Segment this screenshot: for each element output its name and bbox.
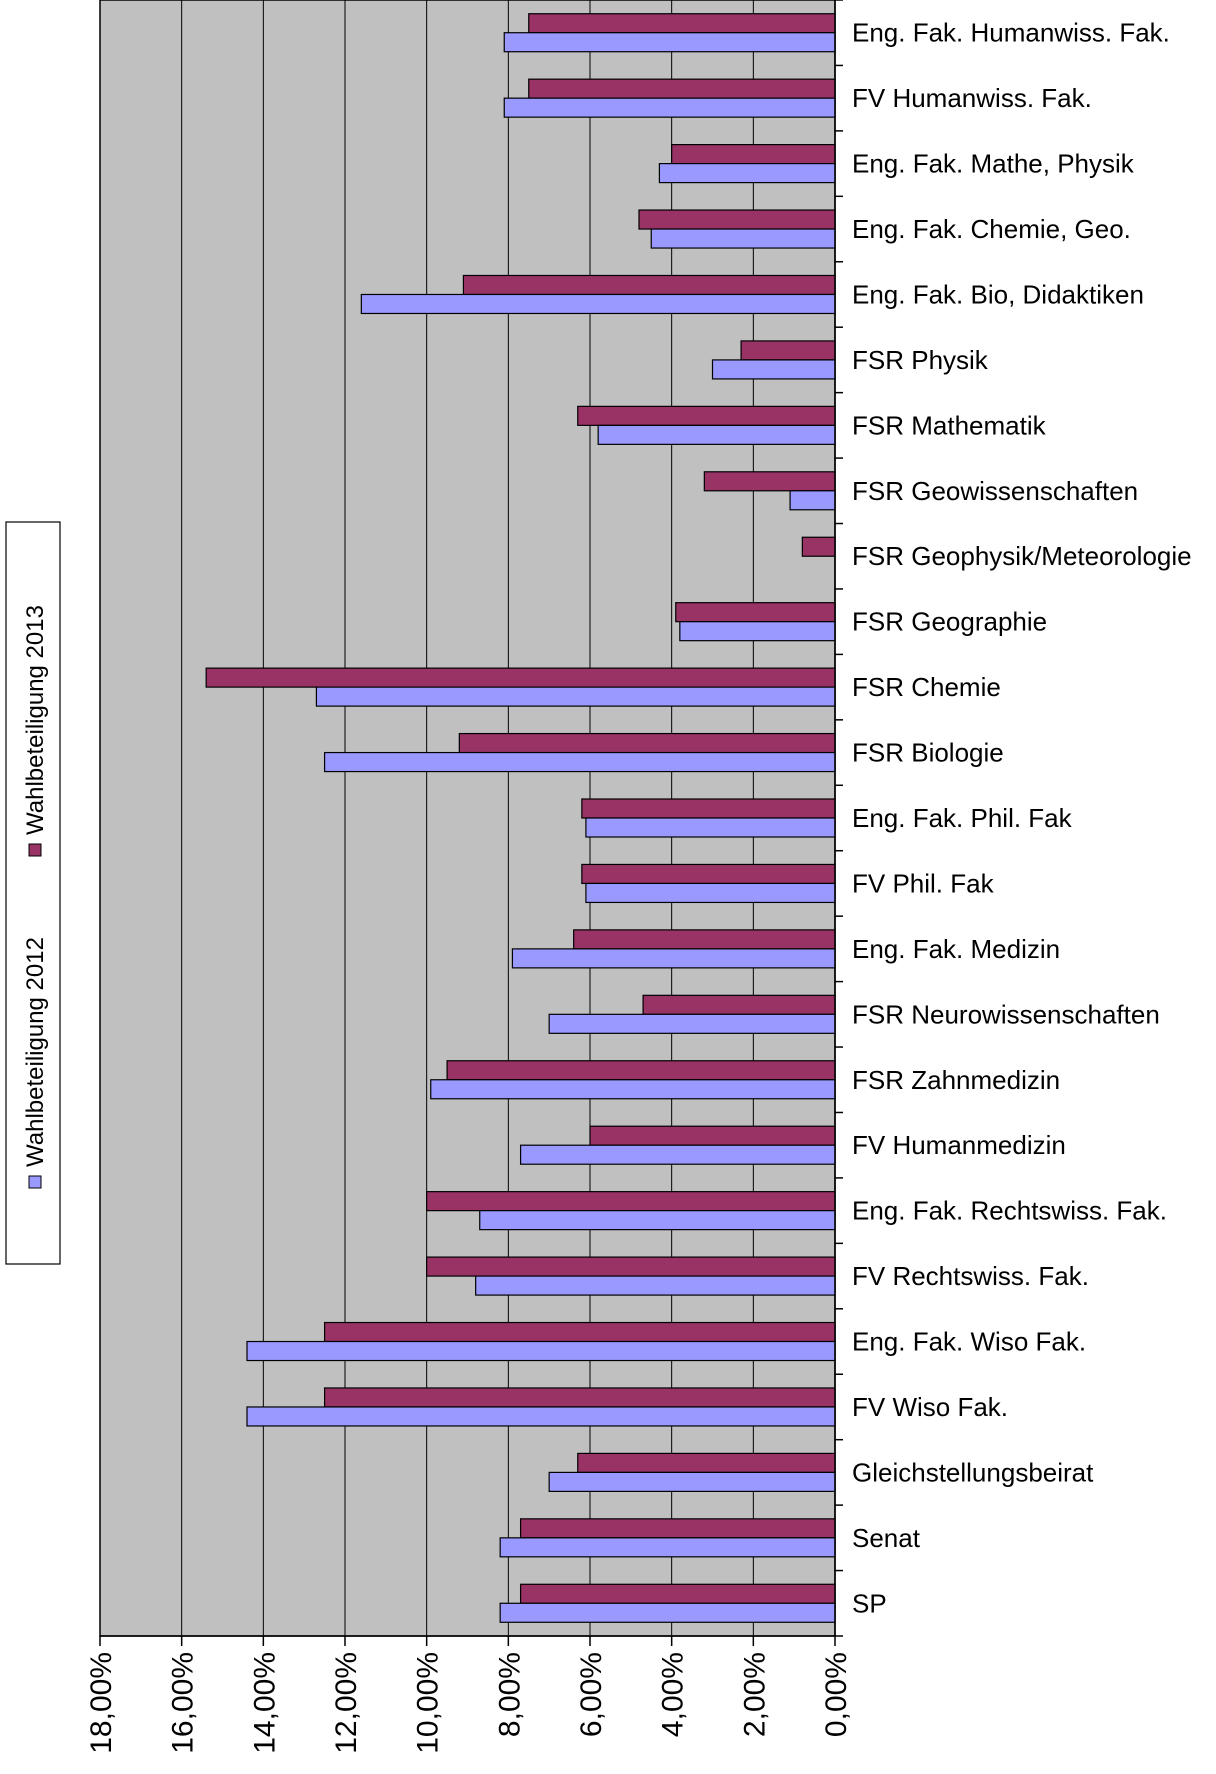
bar-2013 xyxy=(740,340,836,361)
bar-2013 xyxy=(638,209,836,230)
bar-2013 xyxy=(426,1256,836,1277)
category-label: Eng. Fak. Rechtswiss. Fak. xyxy=(852,1196,1167,1226)
bar-2013 xyxy=(573,929,836,950)
bar-2013 xyxy=(446,1060,836,1081)
x-tick-label: 6,00% xyxy=(575,1652,608,1737)
category-label: FV Phil. Fak xyxy=(852,868,995,898)
x-ticks: 18,00% 16,00% 14,00% 12,00% 10,00% 8,00% 6,00%… xyxy=(85,1636,853,1754)
x-tick-label: 14,00% xyxy=(248,1652,281,1754)
bar-2012 xyxy=(323,751,836,773)
category-label: FV Wiso Fak. xyxy=(852,1392,1008,1422)
bar-2013 xyxy=(426,1191,836,1212)
bar-2012 xyxy=(519,1144,836,1165)
bar-2012 xyxy=(475,1275,836,1296)
x-tick-label: 12,00% xyxy=(330,1652,363,1754)
bar-2012 xyxy=(430,1079,836,1100)
bar-2012 xyxy=(479,1210,836,1231)
bar-2013 xyxy=(642,994,836,1015)
bar-2012 xyxy=(246,1406,836,1427)
category-label: FSR Chemie xyxy=(852,672,1001,702)
category-label: Eng. Fak. Humanwiss. Fak. xyxy=(852,18,1170,48)
bar-2013 xyxy=(519,1583,836,1604)
category-label: Eng. Fak. Medizin xyxy=(852,934,1060,964)
category-label: FSR Geographie xyxy=(852,607,1047,637)
bar-2013 xyxy=(675,602,836,623)
x-tick-label: 10,00% xyxy=(412,1652,445,1754)
bar-2012 xyxy=(650,228,836,249)
bar-2013 xyxy=(801,536,836,557)
category-label: FV Humanmedizin xyxy=(852,1130,1066,1160)
bar-2012 xyxy=(499,1602,836,1623)
legend-swatch xyxy=(28,843,42,857)
x-tick-label: 2,00% xyxy=(738,1652,771,1737)
bar-2013 xyxy=(323,1321,836,1343)
category-label: FSR Mathematik xyxy=(852,410,1047,440)
category-label: FV Humanwiss. Fak. xyxy=(852,83,1092,113)
bar-2013 xyxy=(581,863,836,885)
bar-2013 xyxy=(577,405,836,426)
bar-2013 xyxy=(462,274,836,296)
bar-2012 xyxy=(315,686,836,707)
bar-2012 xyxy=(585,882,836,904)
bar-2012 xyxy=(360,293,836,315)
bar-2013 xyxy=(703,471,836,492)
x-tick-label: 4,00% xyxy=(657,1652,690,1737)
category-label: FSR Physik xyxy=(852,345,989,375)
bar-2012 xyxy=(679,621,836,642)
category-label: SP xyxy=(852,1588,887,1618)
legend-items: Wahlbeteiligung 2012 Wahlbeteiligung 2013 xyxy=(22,605,49,1189)
bar-2012 xyxy=(585,817,836,838)
x-tick-label: 16,00% xyxy=(167,1652,200,1754)
category-label: Senat xyxy=(852,1523,921,1553)
category-label: Eng. Fak. Wiso Fak. xyxy=(852,1327,1086,1357)
x-tick-label: 8,00% xyxy=(493,1652,526,1737)
x-tick-label: 0,00% xyxy=(820,1652,853,1737)
bar-2012 xyxy=(503,32,836,53)
bar-2012 xyxy=(548,1471,836,1493)
category-label: FV Rechtswiss. Fak. xyxy=(852,1261,1089,1291)
category-labels: Eng. Fak. Humanwiss. Fak. FV Humanwiss. F… xyxy=(852,18,1192,1619)
bar-2013 xyxy=(589,1125,836,1146)
bar-2012 xyxy=(503,97,836,118)
bar-2013 xyxy=(671,144,836,165)
legend-box xyxy=(5,521,61,1265)
legend-label: Wahlbeteiligung 2013 xyxy=(22,605,49,835)
bar-2013 xyxy=(528,78,836,99)
bar-2012 xyxy=(548,1013,836,1034)
category-label: FSR Zahnmedizin xyxy=(852,1065,1060,1095)
bar-2013 xyxy=(577,1452,836,1474)
legend: Wahlbeteiligung 2012 Wahlbeteiligung 2013 xyxy=(5,521,61,1265)
bar-2012 xyxy=(511,948,836,969)
bar-2012 xyxy=(597,424,836,445)
category-label: FSR Biologie xyxy=(852,738,1004,768)
y-ticks xyxy=(835,0,843,1637)
x-tick-label: 18,00% xyxy=(85,1652,118,1754)
category-label: Eng. Fak. Phil. Fak xyxy=(852,803,1073,833)
bar-2013 xyxy=(323,1387,836,1408)
bar-2013 xyxy=(205,667,836,688)
legend-label: Wahlbeteiligung 2012 xyxy=(22,937,49,1167)
bars xyxy=(205,13,836,1623)
category-label: FSR Geophysik/Meteorologie xyxy=(852,541,1192,571)
category-label: Eng. Fak. Mathe, Physik xyxy=(852,149,1135,179)
category-label: FSR Geowissenschaften xyxy=(852,476,1138,506)
bar-2013 xyxy=(458,732,836,754)
category-label: Gleichstellungsbeirat xyxy=(852,1457,1094,1487)
bar-2013 xyxy=(528,13,836,34)
bar-2012 xyxy=(711,359,836,380)
bar-2012 xyxy=(658,163,836,184)
bar-2012 xyxy=(499,1537,836,1558)
bar-2013 xyxy=(581,798,836,819)
grid-lines xyxy=(181,0,754,1636)
category-label: FSR Neurowissenschaften xyxy=(852,999,1160,1029)
legend-swatch xyxy=(28,1175,42,1189)
bar-2013 xyxy=(519,1518,836,1539)
category-label: Eng. Fak. Chemie, Geo. xyxy=(852,214,1131,244)
category-label: Eng. Fak. Bio, Didaktiken xyxy=(852,279,1144,309)
bar-2012 xyxy=(789,490,836,511)
bar-2012 xyxy=(246,1340,836,1362)
